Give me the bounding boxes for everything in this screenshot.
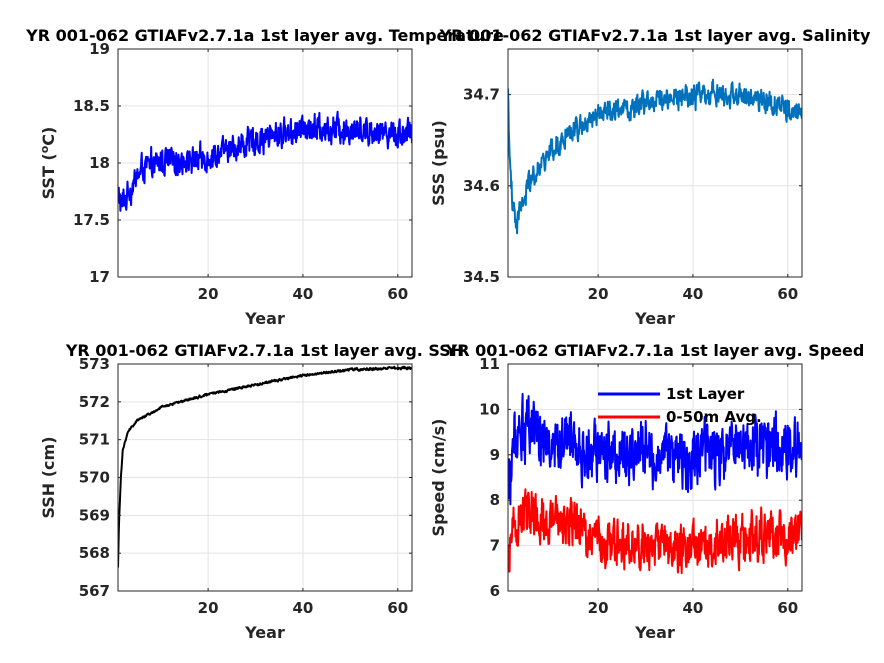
x-axis-label: Year (634, 309, 675, 328)
x-tick-label: 40 (292, 285, 313, 303)
series-line-speed-1st-layer (508, 392, 802, 506)
y-tick-label: 18 (89, 154, 110, 172)
y-tick-label: 7 (490, 537, 500, 555)
y-tick-label: 567 (79, 582, 110, 600)
y-tick-label: 19 (89, 40, 110, 58)
y-tick-label: 8 (490, 491, 500, 509)
y-tick-label: 573 (79, 355, 110, 373)
x-tick-label: 40 (682, 285, 703, 303)
chart-title-speed: YR 001-062 GTIAFv2.7.1a 1st layer avg. S… (445, 341, 865, 360)
series-line-sst (118, 110, 412, 212)
chart-title-sst: YR 001-062 GTIAFv2.7.1a 1st layer avg. T… (25, 26, 504, 45)
plot-area-sss (508, 49, 802, 277)
panel-sst: 20 40 60 17 17.5 18 18.5 19 Year SST (oC) YR 001-0… (25, 26, 504, 328)
x-tick-label: 60 (777, 599, 798, 617)
x-tick-label: 20 (588, 599, 609, 617)
y-tick-label: 9 (490, 446, 500, 464)
legend-label: 0-50m Avg. (666, 408, 762, 426)
y-tick-label: 10 (479, 400, 500, 418)
y-tick-label: 570 (79, 469, 110, 487)
y-tick-label: 17.5 (73, 211, 110, 229)
y-tick-label: 6 (490, 582, 500, 600)
x-tick-label: 20 (588, 285, 609, 303)
y-axis-label: SSS (psu) (429, 120, 448, 206)
axes-box-speed (507, 363, 803, 592)
x-tick-label: 40 (682, 599, 703, 617)
series-line-speed-0-50m-avg- (508, 488, 802, 575)
x-axis-label: Year (244, 623, 285, 642)
panel-speed: 20 40 60 6 7 8 9 10 11 Year Speed (cm/s) YR 001-062… (429, 341, 864, 642)
x-tick-label: 20 (198, 285, 219, 303)
y-tick-label: 18.5 (73, 97, 110, 115)
x-tick-label: 20 (198, 599, 219, 617)
panel-sss: 20 40 60 34.5 34.6 34.7 Year SSS (psu) YR 001-06… (429, 26, 871, 328)
y-tick-label: 34.5 (463, 268, 500, 286)
y-tick-label: 17 (89, 268, 110, 286)
y-axis-label: Speed (cm/s) (429, 419, 448, 537)
x-tick-label: 60 (387, 285, 408, 303)
y-tick-label: 572 (79, 393, 110, 411)
x-tick-label: 60 (387, 599, 408, 617)
y-tick-label: 569 (79, 506, 110, 524)
y-tick-label: 11 (479, 355, 500, 373)
chart-title-ssh: YR 001-062 GTIAFv2.7.1a 1st layer avg. S… (65, 341, 464, 360)
y-tick-label: 571 (79, 431, 110, 449)
series-line-ssh (118, 365, 412, 568)
panel-ssh: 20 40 60 567 568 569 570 571 572 573 Year SSH (cm) Y… (39, 341, 464, 642)
y-axis-label: SSH (cm) (39, 436, 58, 518)
y-tick-label: 568 (79, 544, 110, 562)
y-tick-label: 34.7 (463, 86, 500, 104)
x-tick-label: 40 (292, 599, 313, 617)
series-line-sss (508, 78, 802, 235)
chart-title-sss: YR 001-062 GTIAFv2.7.1a 1st layer avg. S… (439, 26, 871, 45)
legend-label: 1st Layer (666, 385, 745, 403)
x-axis-label: Year (634, 623, 675, 642)
axes-box-sss (507, 48, 803, 278)
y-axis-label: SST (oC) (38, 127, 58, 200)
y-tick-label: 34.6 (463, 177, 500, 195)
x-axis-label: Year (244, 309, 285, 328)
subplot-grid: 20 40 60 17 17.5 18 18.5 19 Year SST (oC) YR 001-0… (25, 26, 871, 642)
x-tick-label: 60 (777, 285, 798, 303)
